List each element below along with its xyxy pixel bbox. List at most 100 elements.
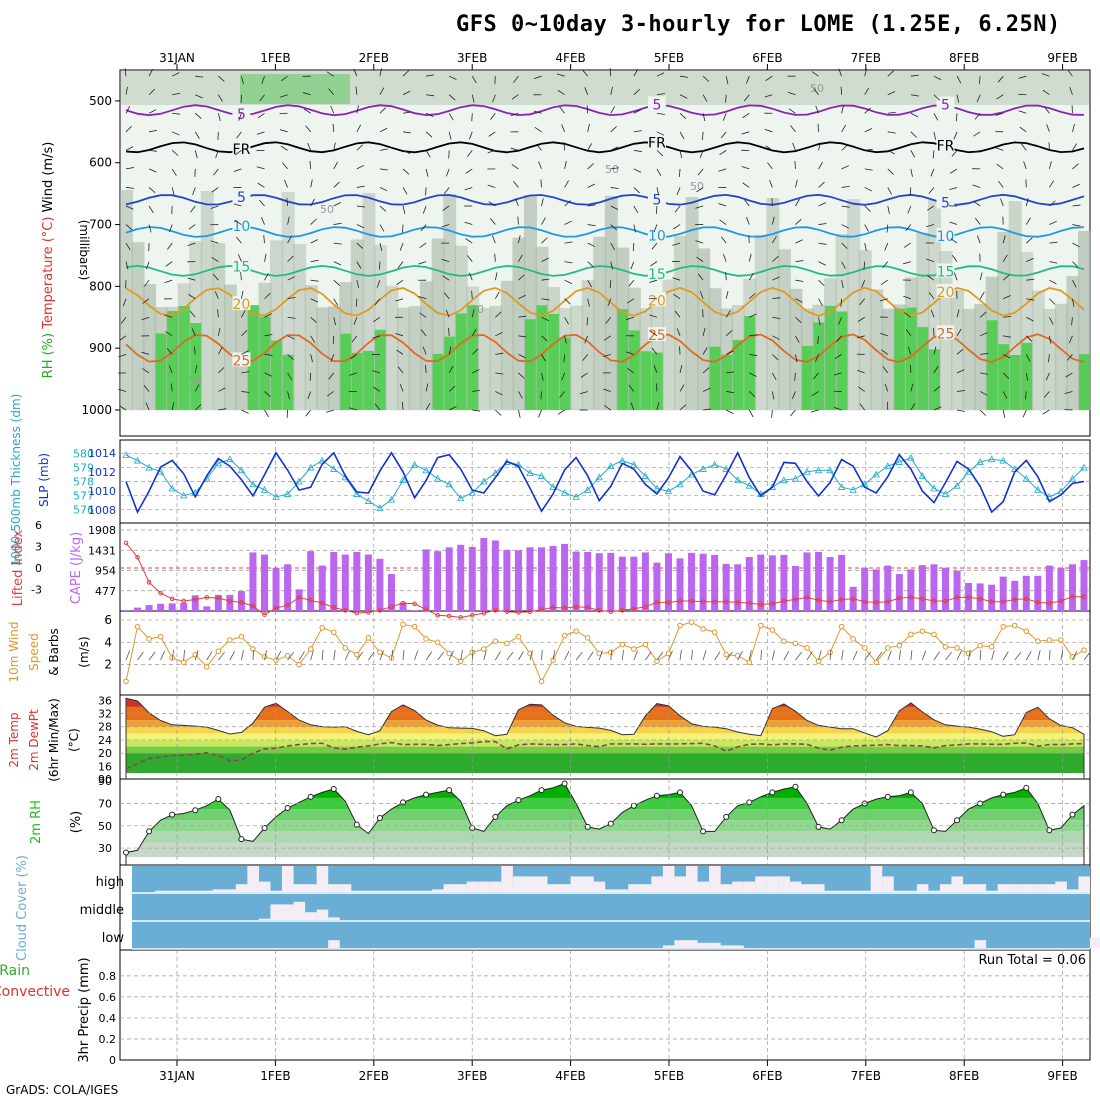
li-point: [389, 604, 394, 610]
wind-speed-point: [838, 623, 845, 630]
wind-barb: [333, 161, 338, 170]
cape-bar: [214, 594, 222, 611]
cloud-bar: [374, 890, 386, 892]
cape-bar: [815, 551, 823, 611]
wind-barb: [1019, 126, 1027, 133]
wind-barb: [818, 317, 821, 326]
li-point: [608, 609, 614, 615]
wind-barb: [864, 187, 873, 192]
rh-moist-band: [825, 305, 837, 410]
cape-axis-label: CAPE (J/kg): [69, 532, 84, 604]
rh-band: [951, 289, 965, 410]
thickness-tick-label: 580: [73, 448, 94, 461]
wind-barb: [148, 224, 152, 233]
wind-barb: [933, 94, 940, 101]
wind-barb: [310, 316, 317, 323]
wind-barb: [718, 168, 727, 172]
thickness-point: [987, 455, 996, 463]
wind-barb: [610, 126, 617, 133]
cape-bar: [249, 552, 257, 611]
pressure-tick-label: 600: [89, 156, 112, 170]
wind-barb: [515, 198, 519, 207]
wind-barb: [402, 168, 410, 175]
wind-barb: [887, 150, 896, 155]
wind-barb: [468, 272, 473, 281]
thickness-point: [410, 460, 419, 468]
wind-speed-point: [908, 631, 914, 638]
cloud-bar: [281, 866, 294, 892]
temp-band: [126, 739, 1084, 747]
contour-label-bg: [647, 191, 666, 206]
wind-barb: [633, 205, 639, 214]
rh-moist-band: [1009, 354, 1021, 410]
wind-barb: [633, 130, 642, 133]
wind-barb: [443, 187, 450, 195]
wind-barb: [287, 391, 290, 400]
wind-barb: [587, 261, 594, 268]
wind-barb: [448, 150, 450, 159]
wind-barb: [217, 347, 223, 355]
li-point: [596, 607, 602, 613]
rh-moist-band: [444, 336, 456, 410]
cloud-bar: [582, 876, 594, 892]
cloud-bar: [685, 866, 698, 892]
wind-barb: [633, 224, 636, 233]
wind-barb: [563, 142, 566, 151]
cloud-bar: [1020, 884, 1033, 892]
wind-barb: [402, 205, 406, 214]
thickness-tick-label: 577: [73, 489, 94, 502]
wind-barb: [628, 384, 635, 392]
wind-barb: [795, 335, 800, 344]
wind-barb-10m: [356, 651, 364, 661]
wind-barb: [233, 203, 242, 207]
wind-barb: [656, 112, 665, 115]
rh-moist-band: [801, 345, 813, 410]
wind-barb-10m: [587, 651, 594, 661]
wind-speed-point: [1046, 637, 1053, 643]
wind-barb: [1049, 279, 1057, 285]
wind-barb: [926, 224, 935, 228]
cloud-bar: [801, 884, 813, 892]
cloud-bar: [328, 884, 340, 892]
thickness-point: [584, 486, 592, 493]
wind-barb: [748, 409, 754, 418]
li-point: [423, 607, 429, 612]
wind-speed-point: [446, 650, 452, 657]
cloud-bar: [478, 881, 490, 892]
wind-barb: [1002, 274, 1010, 281]
rh-contour-label: 50: [470, 303, 484, 316]
rh-point: [607, 820, 614, 827]
thickness-point: [734, 476, 742, 484]
wind-barb: [887, 187, 892, 195]
cloud-row-label: low: [102, 931, 125, 946]
wind-barb: [488, 131, 496, 137]
thickness-point: [180, 491, 188, 499]
wind-barb: [472, 409, 481, 412]
rh-upper-green: [240, 74, 350, 104]
cloud-bar: [270, 904, 283, 920]
wind-barb: [996, 163, 1004, 170]
wind-barb: [464, 221, 473, 225]
wind-barb: [673, 224, 681, 230]
wind-speed-point: [157, 633, 164, 640]
li-tick-label: 3: [35, 541, 42, 554]
wind-barb: [857, 386, 865, 392]
cape-bar: [480, 537, 488, 611]
wind-barb: [518, 294, 526, 300]
cloud-row-label: middle: [80, 903, 124, 918]
wind-barb: [310, 354, 313, 363]
thickness-point: [433, 474, 442, 482]
cloud-bar: [270, 890, 283, 892]
wind-barb-10m: [633, 650, 638, 661]
wind-barb: [125, 146, 134, 151]
chart-title: GFS 0~10day 3-hourly for LOME (1.25E, 6.…: [456, 12, 1061, 37]
wind-barb: [818, 223, 827, 225]
wind-barb-10m: [1002, 651, 1009, 661]
wind-barb: [772, 354, 779, 361]
wind-barb: [402, 131, 411, 134]
cape-bar: [307, 551, 315, 611]
rh-band: [1031, 290, 1045, 410]
cape-bar: [134, 607, 142, 611]
cape-tick-label: 1908: [88, 524, 116, 537]
wind-barb: [287, 297, 296, 300]
